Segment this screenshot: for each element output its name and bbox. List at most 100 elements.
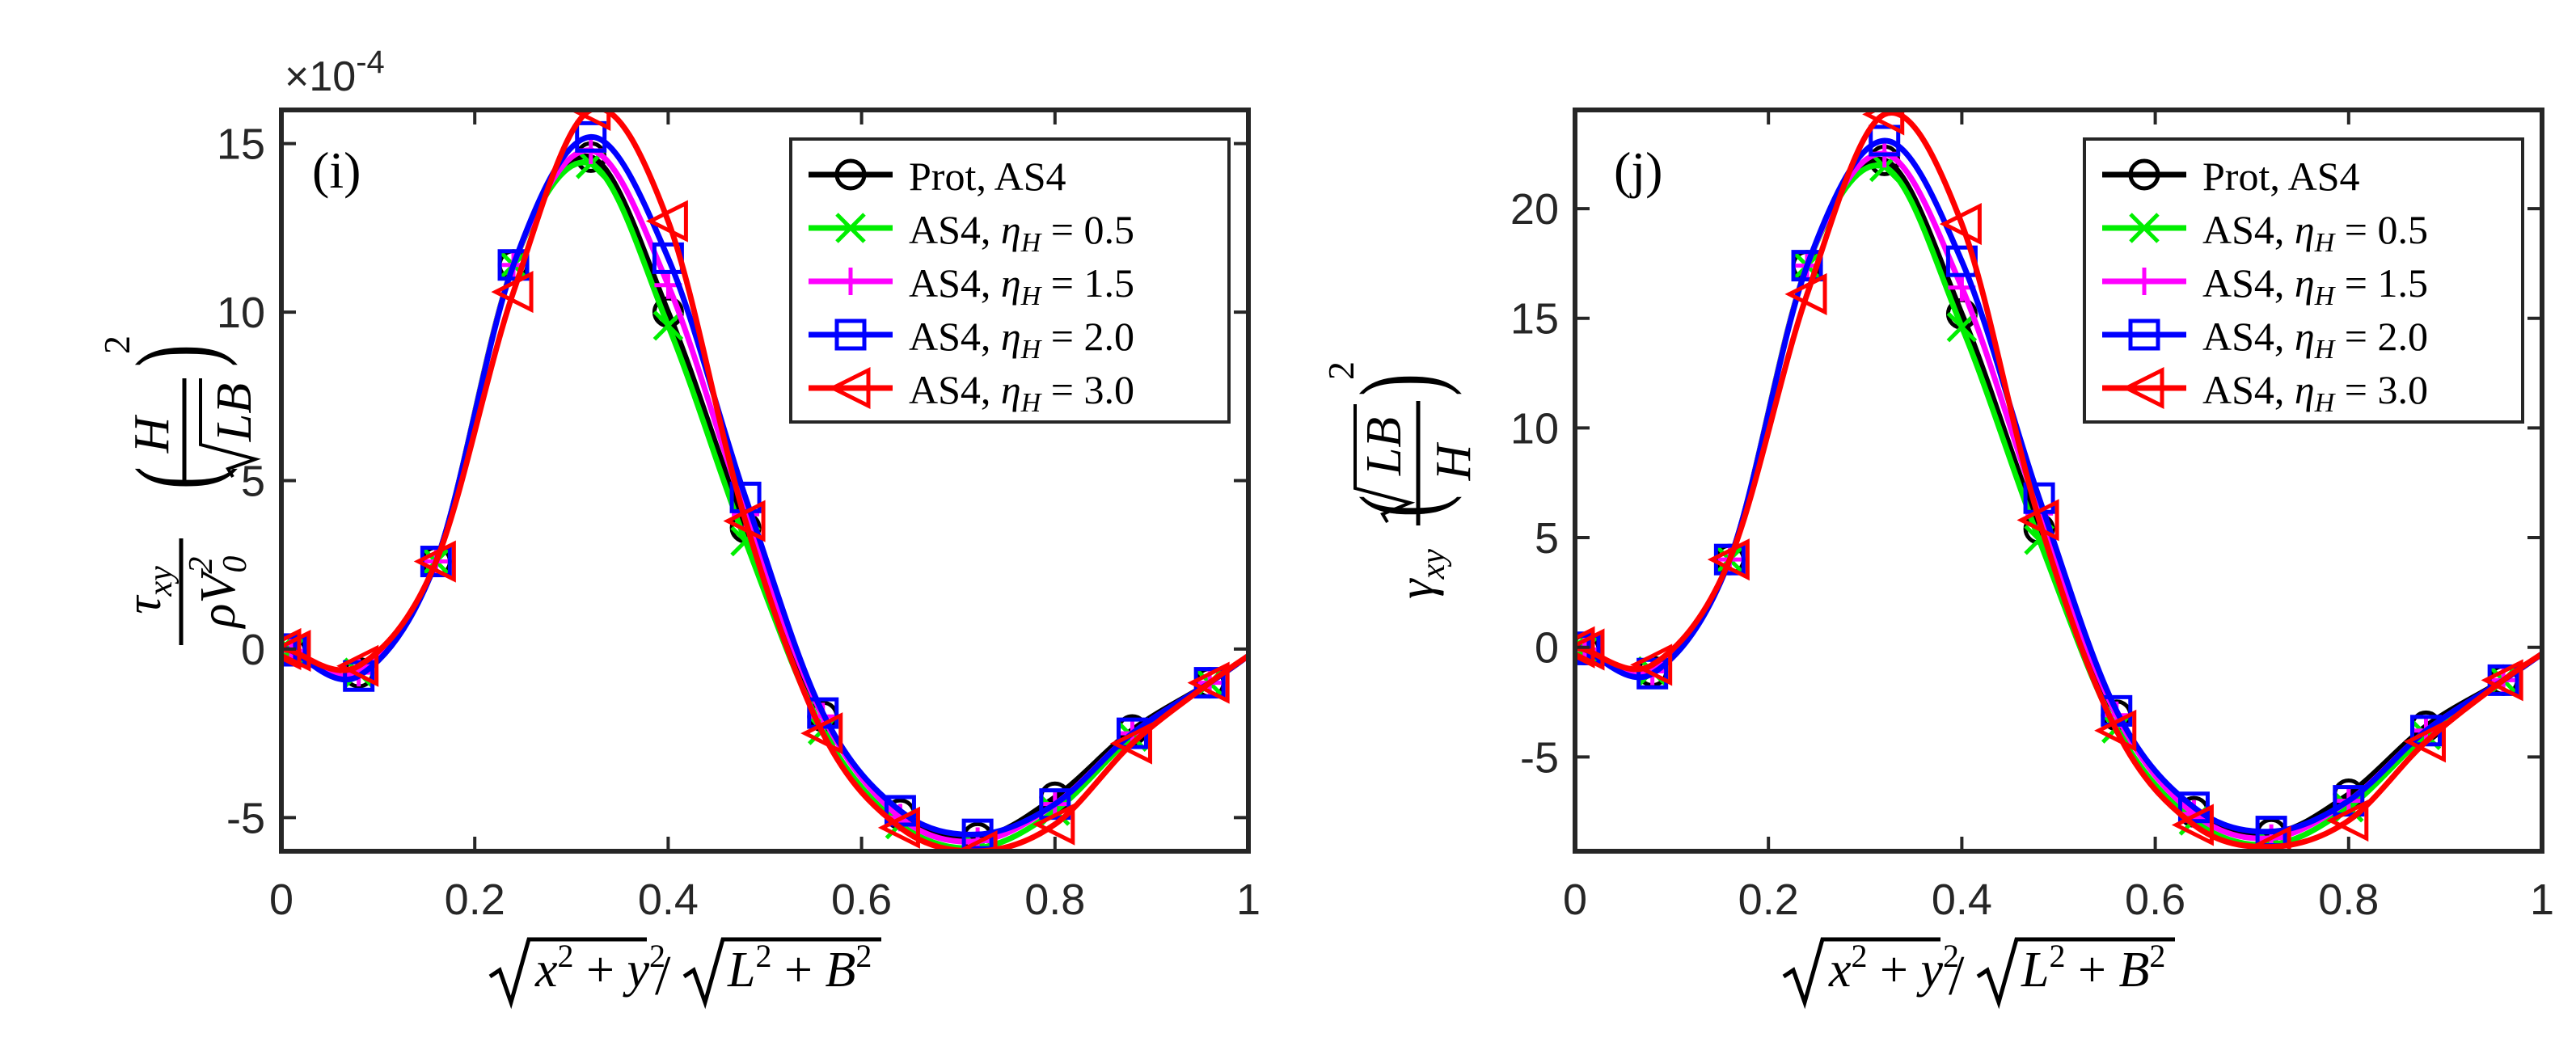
y-tick-label: 20 — [1510, 185, 1559, 234]
data-point — [497, 249, 530, 281]
data-point — [1784, 272, 1827, 315]
svg-text:τxy: τxy — [116, 566, 179, 614]
legend-entry: AS4, ηH = 1.5 — [2102, 260, 2428, 311]
x-tick-label: 0.6 — [831, 875, 892, 924]
data-point — [2016, 499, 2059, 542]
legend-label: AS4, ηH = 3.0 — [909, 367, 1134, 418]
svg-text:LB: LB — [1357, 417, 1412, 476]
data-point — [800, 712, 843, 755]
x-tick-label: 0.8 — [2318, 875, 2379, 924]
legend-entry: AS4, ηH = 0.5 — [809, 207, 1134, 258]
x-tick-label: 1 — [2530, 875, 2554, 924]
svg-text:2: 2 — [96, 335, 137, 354]
data-point — [568, 110, 611, 132]
svg-text:x2 + y2: x2 + y2 — [1828, 938, 1959, 998]
y-tick-label: 0 — [1535, 624, 1559, 673]
y-tick-label: 0 — [241, 626, 265, 674]
data-point — [1575, 626, 1595, 669]
data-point — [2094, 709, 2137, 752]
legend-marker — [835, 213, 866, 243]
legend-entry: AS4, ηH = 1.5 — [809, 260, 1134, 311]
data-point — [1187, 661, 1230, 704]
svg-text:L2 + B2: L2 + B2 — [727, 938, 872, 998]
legend-marker — [2130, 268, 2158, 295]
y-tick-label: 15 — [217, 120, 265, 169]
axes-box — [1573, 108, 2544, 854]
data-point — [491, 271, 534, 314]
data-point — [1939, 203, 1982, 246]
data-point — [281, 629, 311, 673]
svg-text:(: ( — [112, 466, 238, 489]
data-point — [652, 310, 684, 341]
legend-entry: AS4, ηH = 2.0 — [809, 314, 1134, 365]
series-line — [1575, 110, 2542, 850]
svg-text:2: 2 — [1320, 361, 1362, 380]
x-tick-label: 0 — [1563, 875, 1587, 924]
y-tick-label: -5 — [1520, 733, 1559, 782]
series-triangle-left — [1575, 110, 2542, 851]
x-tick-label: 0.6 — [2125, 875, 2185, 924]
data-point — [1862, 110, 1905, 136]
data-point — [645, 200, 688, 243]
legend-marker — [834, 158, 867, 191]
svg-text:γxy: γxy — [1389, 549, 1452, 599]
svg-text:x2 + y2: x2 + y2 — [534, 938, 665, 998]
svg-text:/: / — [1949, 945, 1965, 1007]
data-point — [1109, 722, 1152, 765]
legend-label: AS4, ηH = 2.0 — [909, 314, 1134, 365]
legend-entry: AS4, ηH = 0.5 — [2102, 207, 2428, 258]
x-tick-label: 1 — [1236, 875, 1261, 924]
svg-text:LB: LB — [207, 383, 262, 442]
y-tick-label: -5 — [226, 794, 265, 842]
legend-label: Prot, AS4 — [2202, 154, 2360, 199]
panel-label: (j) — [1614, 141, 1662, 199]
y-tick-label: 10 — [217, 289, 265, 337]
data-point — [1630, 643, 1673, 686]
data-point — [1791, 250, 1823, 282]
x-axis-label: x2 + y2 / L2 + B2 — [488, 937, 881, 1010]
svg-text:ρV02: ρV02 — [183, 556, 254, 630]
data-point — [1033, 803, 1075, 846]
x-tick-label: 0.2 — [445, 875, 505, 924]
data-point — [807, 697, 839, 729]
y-axis-label: γxy ( LB H ) 2 — [1320, 361, 1481, 599]
legend-marker — [834, 319, 867, 351]
legend-entry: Prot, AS4 — [809, 154, 1066, 199]
svg-text:): ) — [1337, 373, 1462, 396]
data-point — [2171, 804, 2214, 846]
x-tick-label: 0 — [269, 875, 293, 924]
svg-text:H: H — [1426, 441, 1481, 481]
y-tick-label: 5 — [1535, 514, 1559, 563]
series-triangle-left — [281, 110, 1248, 851]
data-point — [2333, 785, 2365, 817]
legend-entry: Prot, AS4 — [2102, 154, 2360, 199]
legend-label: AS4, ηH = 3.0 — [2202, 367, 2428, 418]
data-point — [1636, 657, 1669, 690]
x-tick-label: 0.8 — [1024, 875, 1085, 924]
data-point — [723, 500, 766, 542]
legend-marker — [828, 366, 871, 410]
legend-entry: AS4, ηH = 2.0 — [2102, 314, 2428, 365]
legend-entry: AS4, ηH = 3.0 — [2102, 366, 2428, 418]
data-point — [413, 540, 456, 583]
svg-text:): ) — [112, 344, 238, 367]
legend-label: Prot, AS4 — [909, 154, 1066, 199]
series-line — [281, 110, 1248, 851]
data-point — [1039, 788, 1071, 821]
legend-label: AS4, ηH = 0.5 — [2202, 207, 2428, 258]
y-tick-label: 10 — [1510, 404, 1559, 453]
data-point — [575, 120, 607, 153]
x-axis-label: x2 + y2 / L2 + B2 — [1782, 937, 2175, 1010]
data-point — [1575, 628, 1605, 671]
x-tick-label: 0.4 — [638, 875, 699, 924]
data-point — [343, 660, 375, 692]
data-point — [2249, 825, 2291, 851]
data-point — [2403, 720, 2446, 763]
y-tick-label: 15 — [1510, 295, 1559, 344]
legend-marker — [2122, 366, 2164, 410]
x-tick-label: 0.2 — [1738, 875, 1799, 924]
